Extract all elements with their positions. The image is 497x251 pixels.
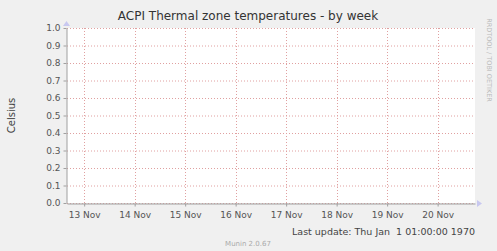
tick-mark [64, 133, 67, 134]
tick-mark [387, 204, 388, 207]
grid-line [67, 28, 475, 29]
tick-label: 0.0 [46, 198, 61, 208]
tick: 0.4 [46, 128, 66, 138]
tick: 0.8 [46, 58, 66, 68]
tick-mark [64, 81, 67, 82]
x-axis: 13 Nov 14 Nov 15 Nov 16 Nov 17 Nov 18 Nov 19 N… [68, 204, 476, 220]
tick: 0.9 [46, 41, 66, 51]
chart: 13 Nov 14 Nov 15 Nov 16 Nov 17 Nov 18 Nov 19 N… [0, 0, 497, 251]
tick-mark [236, 204, 237, 207]
tick: 16 Nov [220, 204, 253, 220]
tick-label: 0.9 [46, 41, 61, 51]
tick: 13 Nov [69, 204, 102, 220]
grid-line [387, 28, 388, 203]
tick-label: 0.8 [46, 58, 61, 68]
axis-arrow [477, 200, 482, 207]
axis-arrow [63, 21, 70, 26]
grid-line [84, 28, 85, 203]
grid-line [67, 116, 475, 117]
tick-mark [64, 46, 67, 47]
tick-label: 0.1 [46, 181, 60, 191]
grid-line [67, 133, 475, 134]
y-axis-title: Celsius [6, 98, 17, 133]
tick-label: 0.6 [46, 93, 61, 103]
grid-line [67, 203, 475, 204]
grid-line [67, 186, 475, 187]
tick-label: 20 Nov [422, 210, 455, 220]
grid-line [135, 28, 136, 203]
tick: 15 Nov [170, 204, 203, 220]
tick-label: 17 Nov [271, 210, 304, 220]
tick-mark [64, 116, 67, 117]
grid-line [67, 98, 475, 99]
tick-label: 19 Nov [372, 210, 405, 220]
tick-label: 18 Nov [321, 210, 354, 220]
tick-label: 0.7 [46, 76, 60, 86]
grid-line [67, 81, 475, 82]
tick-label: 15 Nov [170, 210, 203, 220]
tick: 0.2 [46, 163, 66, 173]
tick-mark [64, 186, 67, 187]
grid [67, 28, 475, 204]
tick: 0.6 [46, 93, 66, 103]
tick: 0.5 [46, 111, 66, 121]
tick: 20 Nov [422, 204, 455, 220]
axis-line [68, 204, 476, 205]
tick-mark [64, 28, 67, 29]
tick-mark [64, 98, 67, 99]
tick-label: 1.0 [46, 23, 61, 33]
grid-line [67, 63, 475, 64]
tick: 1.0 [46, 23, 66, 33]
axis-line [67, 29, 68, 204]
tick: 19 Nov [372, 204, 405, 220]
grid-line [236, 28, 237, 203]
tick-mark [337, 204, 338, 207]
y-axis: 0.0 0.1 0.2 0.3 0.4 0.5 0.6 0.7 0.8 0.9 1.0 [46, 23, 67, 208]
grid-line [67, 151, 475, 152]
background [0, 0, 497, 251]
tick-label: 0.5 [46, 111, 60, 121]
tick-label: 0.4 [46, 128, 61, 138]
footer: Munin 2.0.67 [225, 240, 271, 248]
tick: 0.7 [46, 76, 66, 86]
tick: 0.3 [46, 146, 66, 156]
tick-mark [438, 204, 439, 207]
grid-line [286, 28, 287, 203]
grid-line [67, 168, 475, 169]
tick: 18 Nov [321, 204, 354, 220]
grid-line [67, 46, 475, 47]
tick: 14 Nov [119, 204, 152, 220]
tick-mark [64, 203, 67, 204]
plot-area [67, 28, 475, 203]
grid-line [337, 28, 338, 203]
tick: 0.1 [46, 181, 66, 191]
tick-mark [84, 204, 85, 207]
grid-line [438, 28, 439, 203]
tick-mark [185, 204, 186, 207]
title: ACPI Thermal zone temperatures - by week [118, 9, 378, 23]
grid-line [185, 28, 186, 203]
tick-label: 0.2 [46, 163, 60, 173]
tick: 0.0 [46, 198, 66, 208]
tick-mark [286, 204, 287, 207]
tick-mark [135, 204, 136, 207]
tick-label: 14 Nov [119, 210, 152, 220]
tick: 17 Nov [271, 204, 304, 220]
tick-label: 16 Nov [220, 210, 253, 220]
watermark: RRDTOOL / TOBI OETIKER [485, 18, 493, 102]
tick-mark [64, 168, 67, 169]
last-update: Last update: Thu Jan 1 01:00:00 1970 [292, 226, 475, 237]
tick-mark [64, 151, 67, 152]
tick-label: 0.3 [46, 146, 60, 156]
tick-mark [64, 63, 67, 64]
tick-label: 13 Nov [69, 210, 102, 220]
